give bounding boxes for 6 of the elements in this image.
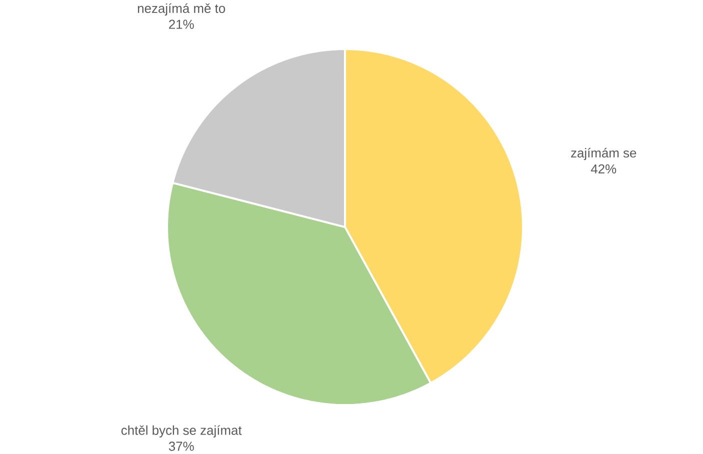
slice-label: nezajímá mě to (138, 3, 226, 16)
slice-label: zajímám se (571, 148, 636, 160)
slice-label: chtěl bych se zajímat (121, 425, 242, 438)
data-label: 21% (169, 20, 194, 29)
data-label: 37% (168, 442, 194, 451)
data-label: 42% (590, 164, 616, 174)
